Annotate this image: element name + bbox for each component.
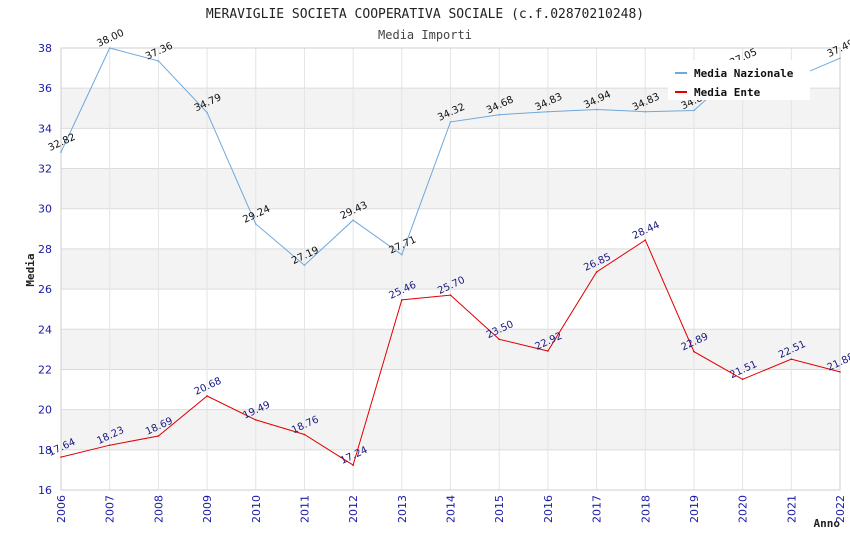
data-point [449, 121, 452, 123]
x-axis-label: Anno [814, 517, 841, 530]
data-point [693, 350, 695, 353]
data-point [60, 456, 62, 458]
y-tick-label: 24 [38, 323, 52, 336]
data-point [254, 419, 257, 421]
x-axis: 2006 2007 2008 2009 2010 2011 2012 2013 2014 2015… [55, 495, 847, 523]
data-point [157, 435, 160, 437]
data-point [352, 219, 354, 221]
data-label: 38.00 [95, 28, 126, 50]
chart-title: MERAVIGLIE SOCIETA COOPERATIVA SOCIALE (… [206, 7, 644, 22]
data-point [254, 223, 257, 225]
data-point [547, 350, 549, 352]
data-point [401, 299, 403, 301]
y-tick-label: 20 [38, 404, 52, 417]
series-group [60, 47, 841, 466]
data-point [741, 378, 744, 381]
y-axis-label: Media [24, 253, 37, 286]
x-tick-label: 2007 [104, 495, 117, 523]
x-tick-label: 2008 [152, 495, 165, 523]
x-tick-label: 2022 [834, 495, 847, 523]
data-point [108, 47, 111, 49]
y-tick-label: 34 [38, 122, 52, 135]
x-tick-label: 2015 [493, 495, 506, 523]
y-tick-label: 22 [38, 363, 52, 376]
x-tick-label: 2009 [201, 495, 214, 523]
x-tick-label: 2016 [542, 495, 555, 523]
data-point [60, 151, 62, 153]
x-tick-label: 2006 [55, 495, 68, 523]
data-point [401, 253, 403, 256]
data-point [595, 271, 598, 273]
y-tick-label: 28 [38, 243, 52, 256]
x-tick-label: 2017 [591, 495, 604, 523]
data-point [498, 113, 500, 116]
data-point [790, 358, 793, 361]
data-point [547, 110, 549, 113]
y-tick-label: 18 [38, 444, 52, 457]
x-tick-label: 2018 [639, 495, 652, 523]
plot-frame [60, 47, 841, 491]
data-point [449, 294, 452, 296]
data-point [839, 371, 841, 373]
legend-box [668, 60, 810, 100]
y-tick-label: 32 [38, 163, 52, 176]
y-tick-label: 38 [38, 42, 52, 55]
chart-subtitle: Media Importi [378, 28, 472, 42]
x-tick-label: 2010 [250, 495, 263, 523]
y-tick-label: 26 [38, 283, 52, 296]
y-tick-label: 36 [38, 82, 52, 95]
data-point [644, 110, 647, 113]
legend: Media Nazionale Media Ente [668, 60, 810, 100]
data-point [303, 264, 306, 266]
x-tick-label: 2020 [737, 495, 750, 523]
data-point [352, 464, 354, 466]
data-point [108, 444, 111, 446]
data-point [595, 108, 598, 111]
data-point [693, 109, 695, 112]
x-tick-label: 2021 [785, 495, 798, 523]
y-tick-label: 30 [38, 203, 52, 216]
data-point [644, 239, 647, 241]
x-tick-label: 2011 [298, 495, 311, 523]
y-axis: 16 18 20 22 24 26 28 30 32 34 36 38 [38, 42, 52, 497]
data-point [303, 433, 306, 436]
data-point [839, 57, 841, 60]
data-point [498, 338, 500, 341]
y-tick-label: 16 [38, 484, 52, 497]
x-tick-label: 2013 [396, 495, 409, 523]
x-tick-label: 2019 [688, 495, 701, 523]
x-tick-label: 2012 [347, 495, 360, 523]
data-point [206, 111, 208, 114]
data-point [157, 60, 160, 62]
legend-label: Media Nazionale [694, 67, 794, 80]
data-point [206, 395, 208, 397]
legend-label: Media Ente [694, 86, 761, 99]
x-tick-label: 2014 [445, 495, 458, 523]
